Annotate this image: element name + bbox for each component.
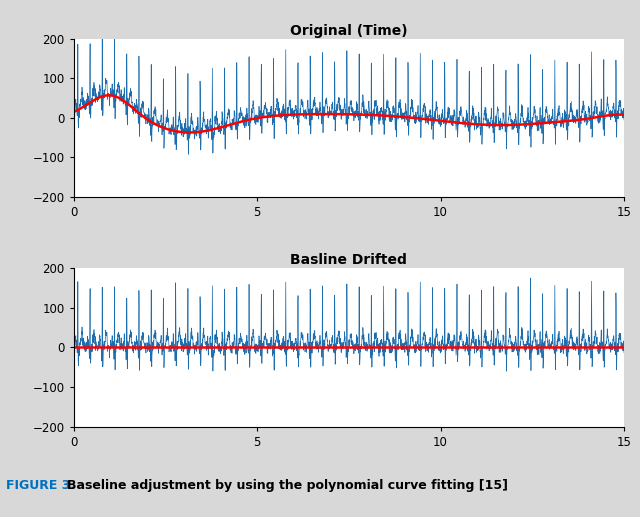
Title: Original (Time): Original (Time) <box>290 24 408 38</box>
Text: FIGURE 3.: FIGURE 3. <box>6 479 76 492</box>
Title: Basline Drifted: Basline Drifted <box>291 253 407 267</box>
Text: Baseline adjustment by using the polynomial curve fitting [15]: Baseline adjustment by using the polynom… <box>67 479 508 492</box>
